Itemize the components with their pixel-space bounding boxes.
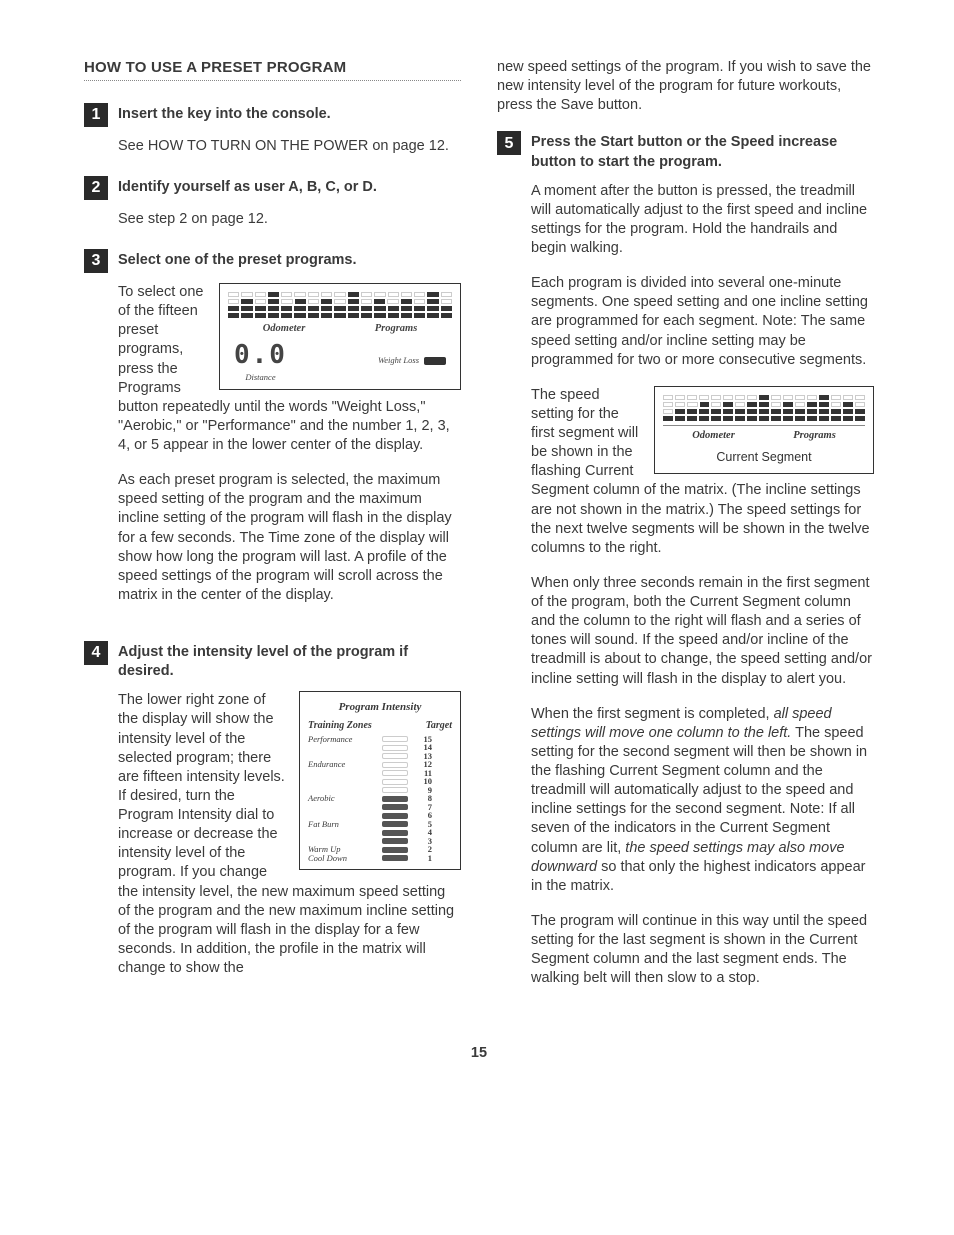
step-2-text: See step 2 on page 12. xyxy=(118,210,461,229)
intensity-col-zones: Training Zones xyxy=(308,719,372,732)
step-3-body: Odometer Programs 0.0 Distance Weight Lo… xyxy=(118,283,461,621)
odometer-label-2: Odometer xyxy=(692,429,735,443)
display2-labels: Odometer Programs xyxy=(663,425,865,443)
intensity-col-target: Target xyxy=(426,719,452,732)
distance-readout: 0.0 Distance xyxy=(234,338,287,384)
step-3-heading: Select one of the preset programs. xyxy=(118,249,357,270)
step-1-heading: Insert the key into the console. xyxy=(118,103,331,124)
two-column-layout: HOW TO USE A PRESET PROGRAM 1 Insert the… xyxy=(84,58,874,1008)
step-3-p2: As each preset program is selected, the … xyxy=(118,471,461,605)
step-1-text: See HOW TO TURN ON THE POWER on page 12. xyxy=(118,137,461,156)
display-matrix xyxy=(228,292,452,318)
step-5-p5: When the first segment is completed, all… xyxy=(531,705,874,896)
current-segment-label: Current Segment xyxy=(663,449,865,466)
programs-label-2: Programs xyxy=(793,429,836,443)
display-bottom-row: 0.0 Distance Weight Loss xyxy=(228,338,452,384)
programs-label: Programs xyxy=(375,322,418,336)
step-5-segment-wrap: Odometer Programs Current Segment The sp… xyxy=(531,386,874,558)
seven-segment-value: 0.0 xyxy=(234,338,287,372)
step-4-body: Program Intensity Training Zones Target … xyxy=(118,691,461,978)
step-5-p2: Each program is divided into several one… xyxy=(531,274,874,370)
step-number-3: 3 xyxy=(84,249,108,273)
step-number-4: 4 xyxy=(84,641,108,665)
step-4-continuation: new speed settings of the program. If yo… xyxy=(497,58,874,115)
right-column: new speed settings of the program. If yo… xyxy=(497,58,874,1008)
step-1-header: 1 Insert the key into the console. xyxy=(84,103,461,127)
section-title: HOW TO USE A PRESET PROGRAM xyxy=(84,58,461,81)
intensity-rows: Performance151413Endurance1211109Aerobic… xyxy=(308,735,452,863)
intensity-header-row: Training Zones Target xyxy=(308,719,452,732)
console-display-figure: Odometer Programs 0.0 Distance Weight Lo… xyxy=(219,283,461,390)
program-indicator: Weight Loss xyxy=(378,354,446,367)
display-matrix-small xyxy=(663,395,865,421)
distance-label: Distance xyxy=(234,372,287,383)
step-1-body: See HOW TO TURN ON THE POWER on page 12. xyxy=(118,137,461,156)
step-5-p1: A moment after the button is pressed, th… xyxy=(531,182,874,259)
step-4-heading: Adjust the intensity level of the progra… xyxy=(118,641,461,681)
step-5-p3b: Segment column of the matrix. (The incli… xyxy=(531,482,870,555)
step-2-body: See step 2 on page 12. xyxy=(118,210,461,229)
step-5-heading: Press the Start button or the Speed incr… xyxy=(531,131,874,171)
step-3-header: 3 Select one of the preset programs. xyxy=(84,249,461,273)
step-5-body: A moment after the button is pressed, th… xyxy=(531,182,874,989)
step-2-heading: Identify yourself as user A, B, C, or D. xyxy=(118,176,377,197)
odometer-label: Odometer xyxy=(263,322,306,336)
step-5-p6: The program will continue in this way un… xyxy=(531,912,874,989)
intensity-title: Program Intensity xyxy=(308,700,452,715)
step-number-2: 2 xyxy=(84,176,108,200)
step-5-header: 5 Press the Start button or the Speed in… xyxy=(497,131,874,171)
page-number: 15 xyxy=(84,1044,874,1063)
step-5-p5b: The speed setting for the second segment… xyxy=(531,725,867,856)
step-number-5: 5 xyxy=(497,131,521,155)
current-segment-figure: Odometer Programs Current Segment xyxy=(654,386,874,474)
step-5-p3a: The speed setting for the first segment … xyxy=(531,387,638,480)
step-5-p5a: When the first segment is completed, xyxy=(531,706,774,722)
step-4-p1a: The lower right zone of the display will… xyxy=(118,692,288,899)
program-name-label: Weight Loss xyxy=(378,355,419,365)
step-5-p4: When only three seconds remain in the fi… xyxy=(531,574,874,689)
left-column: HOW TO USE A PRESET PROGRAM 1 Insert the… xyxy=(84,58,461,1008)
step-number-1: 1 xyxy=(84,103,108,127)
step-3-p1a: To select one of the fifteen preset prog… xyxy=(118,284,230,415)
display-labels-row: Odometer Programs xyxy=(228,322,452,336)
intensity-figure: Program Intensity Training Zones Target … xyxy=(299,691,461,869)
step-4-header: 4 Adjust the intensity level of the prog… xyxy=(84,641,461,681)
step-2-header: 2 Identify yourself as user A, B, C, or … xyxy=(84,176,461,200)
program-indicator-icon xyxy=(424,357,446,365)
